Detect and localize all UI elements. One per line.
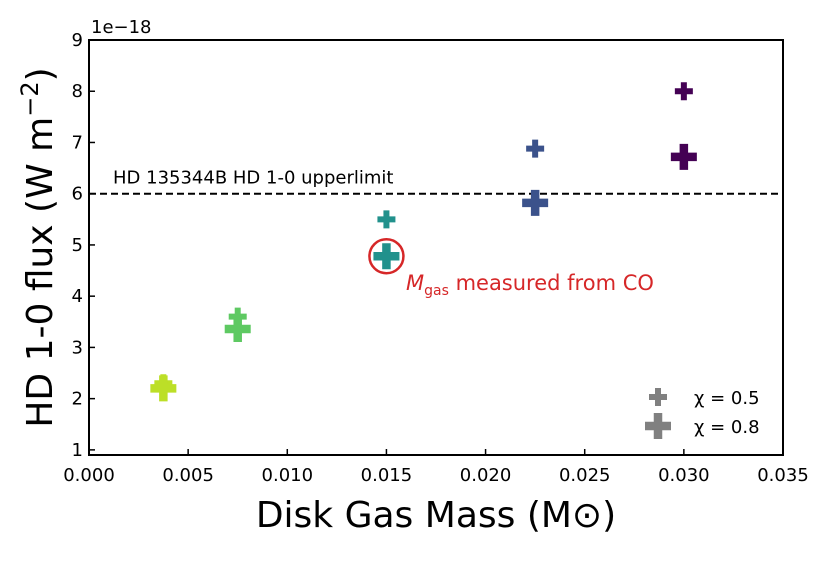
co-measurement-highlight-circle — [368, 237, 405, 275]
y-axis-title-main: HD 1-0 flux (W m — [20, 117, 61, 428]
x-tick-label: 0.025 — [559, 465, 611, 486]
mgas-annotation-text: measured from CO — [449, 271, 654, 295]
legend-marker-small — [649, 388, 667, 406]
y-tick-label: 1 — [72, 440, 83, 461]
point-small-3 — [377, 210, 396, 229]
y-tick-label: 7 — [72, 132, 83, 153]
x-tick-label: 0.015 — [361, 465, 413, 486]
mgas-subscript: gas — [424, 283, 449, 299]
upper-limit-label: HD 135344B HD 1-0 upperlimit — [113, 168, 393, 189]
y-tick-label: 3 — [72, 337, 83, 358]
point-small-4 — [526, 139, 545, 158]
y-tick-label: 8 — [72, 81, 83, 102]
y-offset-label: 1e−18 — [91, 17, 152, 38]
point-small-5 — [674, 82, 693, 101]
point-large-2 — [224, 315, 251, 342]
legend-label: χ = 0.5 — [694, 388, 760, 409]
y-tick-label: 9 — [72, 30, 83, 51]
y-tick-label: 5 — [72, 235, 83, 256]
mgas-symbol: M — [406, 271, 424, 295]
y-tick-label: 4 — [72, 286, 83, 307]
plot-frame — [88, 39, 784, 456]
x-axis-title: Disk Gas Mass (M⊙) — [256, 495, 616, 536]
x-tick-label: 0.010 — [262, 465, 314, 486]
point-large-4 — [522, 189, 549, 216]
x-tick-label: 0.005 — [162, 465, 214, 486]
y-axis-title-superscript: −2 — [16, 81, 44, 116]
y-tick-label: 6 — [72, 184, 83, 205]
x-tick-label: 0.035 — [757, 465, 809, 486]
co-measurement-annotation: Mgas measured from CO — [406, 271, 654, 299]
data-points — [150, 82, 697, 402]
plot-area — [89, 40, 783, 455]
legend: χ = 0.5 χ = 0.8 — [645, 388, 760, 439]
point-large-1 — [150, 375, 177, 402]
y-tick-label: 2 — [72, 389, 83, 410]
legend-label: χ = 0.8 — [694, 417, 760, 438]
legend-marker-large — [645, 413, 671, 439]
y-axis-title: HD 1-0 flux (W m−2) — [16, 67, 61, 427]
point-large-3 — [373, 243, 400, 270]
point-large-5 — [670, 143, 697, 170]
x-tick-label: 0.030 — [658, 465, 710, 486]
x-tick-label: 0.000 — [63, 465, 115, 486]
y-axis-title-close: ) — [20, 67, 61, 81]
x-tick-label: 0.020 — [460, 465, 512, 486]
